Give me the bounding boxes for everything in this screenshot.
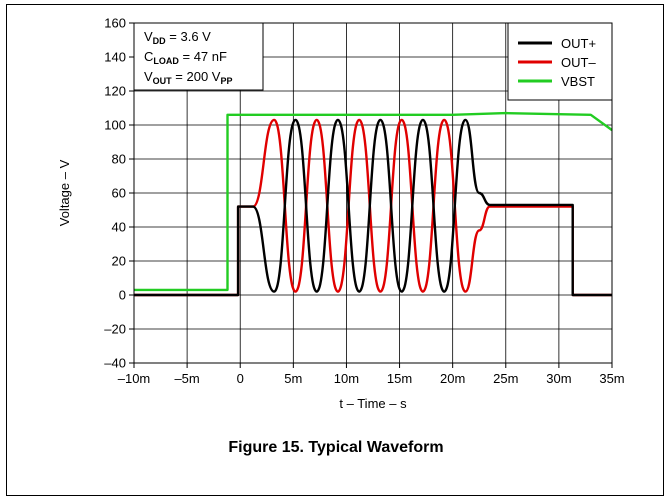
ticks xyxy=(129,22,613,368)
series-out-minus xyxy=(134,118,612,297)
y-tick-labels: –40 –20 0 20 40 60 80 100 120 140 160 xyxy=(104,16,126,371)
y-tick-label: 140 xyxy=(104,50,126,65)
y-tick-label: 80 xyxy=(112,152,126,167)
figure-caption: Figure 15. Typical Waveform xyxy=(228,439,444,456)
x-tick-label: 5m xyxy=(284,371,302,386)
x-tick-label: 35m xyxy=(599,371,624,386)
x-tick-labels: –10m –5m 0 5m 10m 15m 20m 25m 30m 35m xyxy=(118,371,625,386)
y-axis-title: Voltage – V xyxy=(57,159,72,226)
y-tick-label: –40 xyxy=(104,356,126,371)
y-tick-label: 0 xyxy=(119,288,126,303)
series-vbst xyxy=(134,111,613,292)
chart: –40 –20 0 20 40 60 80 100 120 140 160 –10m –5m 0 5m 10… xyxy=(57,16,625,412)
figure-frame: –40 –20 0 20 40 60 80 100 120 140 160 –10m –5m 0 5m 10… xyxy=(6,4,664,496)
conditions-annotation: VDD = 3.6 V CLOAD = 47 nF VOUT = 200 VPP xyxy=(133,22,264,91)
annotation-line-cload: CLOAD = 47 nF xyxy=(144,49,227,66)
x-tick-label: 15m xyxy=(387,371,412,386)
x-tick-label: 30m xyxy=(546,371,571,386)
x-tick-label: 20m xyxy=(440,371,465,386)
y-tick-label: 40 xyxy=(112,220,126,235)
y-tick-label: 60 xyxy=(112,186,126,201)
x-tick-label: –5m xyxy=(174,371,199,386)
x-axis-title: t – Time – s xyxy=(339,396,407,411)
legend-label-out-minus: OUT– xyxy=(561,55,596,70)
y-tick-label: 120 xyxy=(104,84,126,99)
series-out-plus xyxy=(134,118,612,297)
series-layer xyxy=(134,111,613,297)
annotation-line-vdd: VDD = 3.6 V xyxy=(144,29,211,46)
y-tick-label: 160 xyxy=(104,16,126,31)
y-tick-label: 20 xyxy=(112,254,126,269)
legend: OUT+ OUT– VBST xyxy=(507,22,613,101)
x-tick-label: 0 xyxy=(237,371,244,386)
legend-label-vbst: VBST xyxy=(561,74,595,89)
annotation-box xyxy=(133,22,264,91)
annotation-line-vout: VOUT = 200 VPP xyxy=(144,69,232,86)
x-tick-label: 10m xyxy=(334,371,359,386)
x-tick-label: –10m xyxy=(118,371,151,386)
y-tick-label: 100 xyxy=(104,118,126,133)
legend-label-out-plus: OUT+ xyxy=(561,36,596,51)
y-tick-label: –20 xyxy=(104,322,126,337)
x-tick-label: 25m xyxy=(493,371,518,386)
